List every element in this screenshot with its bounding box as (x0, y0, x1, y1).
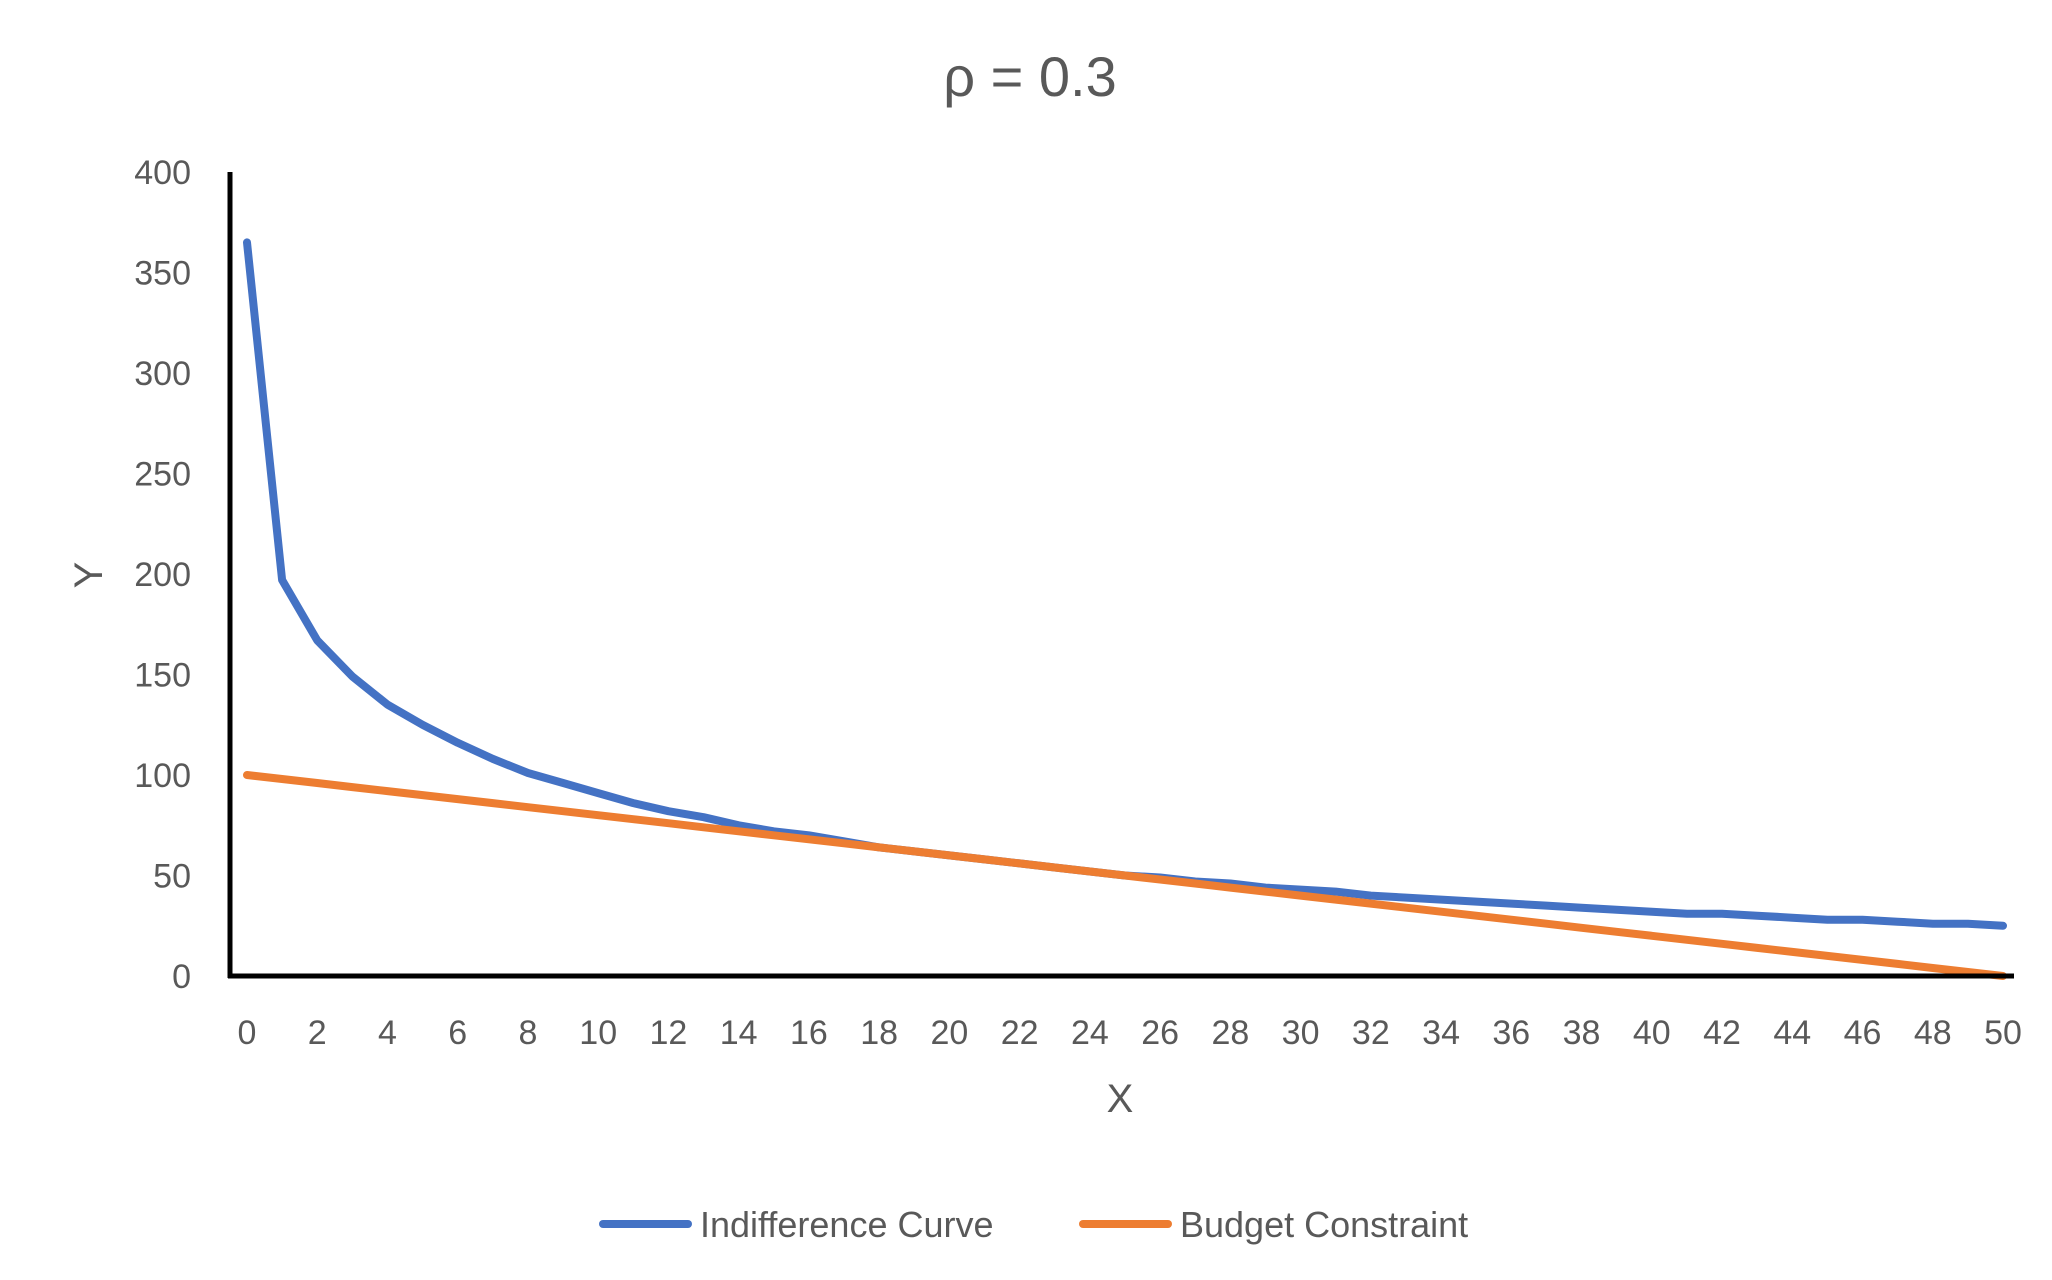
x-tick-label: 28 (1211, 1014, 1249, 1052)
legend-label-indifference-curve: Indifference Curve (700, 1204, 994, 1245)
y-tick-label: 400 (134, 154, 191, 192)
x-tick-label: 14 (720, 1014, 758, 1052)
x-tick-label: 50 (1984, 1014, 2022, 1052)
x-tick-label: 6 (448, 1014, 467, 1052)
x-tick-label: 22 (1001, 1014, 1039, 1052)
y-tick-label: 350 (134, 255, 191, 293)
x-tick-label: 42 (1703, 1014, 1741, 1052)
x-tick-label: 48 (1914, 1014, 1952, 1052)
legend: Indifference Curve Budget Constraint (599, 1204, 1468, 1245)
x-tick-label: 4 (378, 1014, 397, 1052)
legend-label-budget-constraint: Budget Constraint (1180, 1204, 1468, 1245)
chart-title: ρ = 0.3 (943, 45, 1117, 108)
x-tick-label: 2 (308, 1014, 327, 1052)
x-tick-label: 12 (650, 1014, 688, 1052)
x-tick-label: 26 (1141, 1014, 1179, 1052)
y-tick-label: 300 (134, 355, 191, 393)
x-tick-label: 46 (1844, 1014, 1882, 1052)
y-tick-label: 150 (134, 657, 191, 695)
x-tick-label: 24 (1071, 1014, 1109, 1052)
x-tick-label: 38 (1563, 1014, 1601, 1052)
y-axis-label: Y (67, 562, 111, 589)
series-line-indifference-curve (243, 238, 2007, 930)
y-tick-label: 100 (134, 757, 191, 795)
x-tick-label: 40 (1633, 1014, 1671, 1052)
x-tick-label: 32 (1352, 1014, 1390, 1052)
x-tick-label: 18 (860, 1014, 898, 1052)
plot-series (243, 238, 2007, 980)
x-tick-label: 16 (790, 1014, 828, 1052)
x-tick-label: 34 (1422, 1014, 1460, 1052)
x-tick-label: 30 (1282, 1014, 1320, 1052)
y-tick-label: 250 (134, 456, 191, 494)
y-tick-label: 0 (172, 958, 191, 996)
series-line-budget-constraint (243, 771, 2007, 980)
x-tick-label: 8 (518, 1014, 537, 1052)
x-tick-label: 10 (579, 1014, 617, 1052)
x-tick-label: 36 (1492, 1014, 1530, 1052)
y-tick-label: 200 (134, 556, 191, 594)
x-tick-label: 44 (1773, 1014, 1811, 1052)
x-tick-label: 20 (930, 1014, 968, 1052)
y-tick-label: 50 (153, 858, 191, 896)
x-tick-label: 0 (238, 1014, 257, 1052)
y-tick-labels: 0 50 100 150 200 250 300 350 400 (134, 154, 191, 996)
x-tick-labels: 0 2 4 6 8 10 12 14 16 18 20 22 24 26 28 30 32 34 36 38 40 42 4… (238, 1014, 2022, 1052)
x-axis-label: X (1107, 1077, 1134, 1121)
